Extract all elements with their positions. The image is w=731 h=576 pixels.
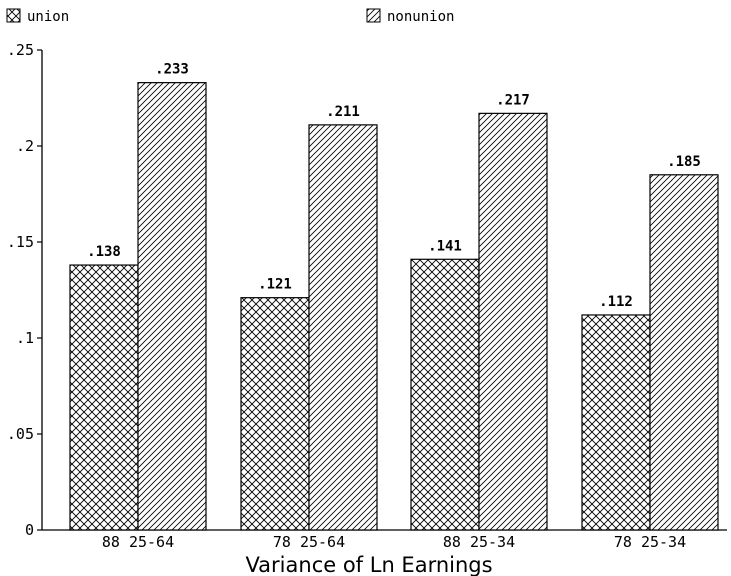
bar-union-4 xyxy=(581,314,651,531)
y-tick-label: 0 xyxy=(25,521,34,539)
legend-swatch-union xyxy=(6,8,21,23)
legend-swatch-nonunion xyxy=(366,8,381,23)
bar-nonunion-1 xyxy=(137,82,207,531)
bar-union-1 xyxy=(69,264,139,531)
data-label-nonunion-1: .233 xyxy=(155,62,189,78)
x-category-label: 88 25-34 xyxy=(443,533,515,551)
bars xyxy=(69,82,719,531)
data-label-union-4: .112 xyxy=(599,294,633,310)
x-category-label: 88 25-64 xyxy=(102,533,174,551)
data-label-nonunion-4: .185 xyxy=(667,154,701,170)
bar-nonunion-4 xyxy=(649,174,719,531)
legend-label-nonunion: nonunion xyxy=(387,9,454,25)
y-tick-label: .1 xyxy=(16,329,34,347)
x-axis-category-labels: 88 25-64 78 25-64 88 25-34 78 25-34 xyxy=(102,533,686,551)
data-label-nonunion-3: .217 xyxy=(496,92,530,108)
legend: union nonunion xyxy=(6,8,454,25)
data-label-union-1: .138 xyxy=(87,244,121,260)
legend-label-union: union xyxy=(27,9,69,25)
bar-nonunion-3 xyxy=(478,112,548,531)
bar-union-2 xyxy=(240,297,310,531)
x-category-label: 78 25-64 xyxy=(273,533,345,551)
data-label-union-3: .141 xyxy=(428,238,462,254)
y-tick-label: .05 xyxy=(7,425,34,443)
data-label-union-2: .121 xyxy=(258,277,292,293)
y-axis-ticks: 0 .05 .1 .15 .2 .25 xyxy=(7,41,42,539)
data-label-nonunion-2: .211 xyxy=(326,104,360,120)
x-axis-title: Variance of Ln Earnings xyxy=(245,553,492,576)
bar-nonunion-2 xyxy=(308,124,378,531)
x-category-label: 78 25-34 xyxy=(614,533,686,551)
data-labels: .138 .233 .121 .211 .141 .217 .112 .185 xyxy=(87,62,701,310)
bar-union-3 xyxy=(410,258,480,531)
y-tick-label: .15 xyxy=(7,233,34,251)
y-tick-label: .25 xyxy=(7,41,34,59)
y-tick-label: .2 xyxy=(16,137,34,155)
